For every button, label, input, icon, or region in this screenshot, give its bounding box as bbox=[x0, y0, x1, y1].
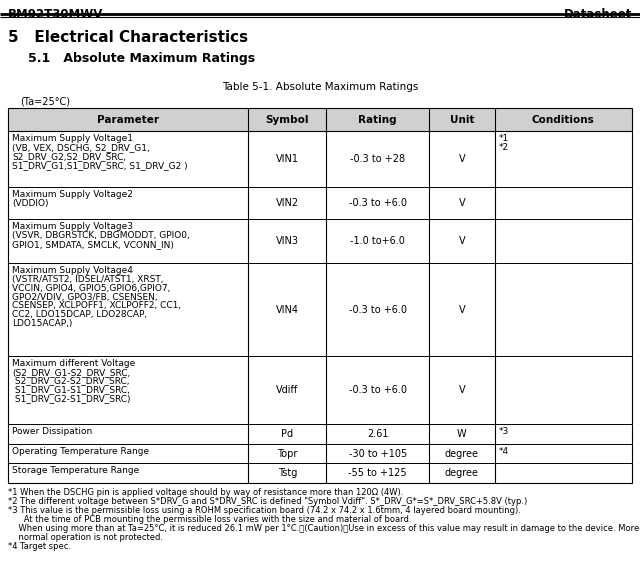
Text: Parameter: Parameter bbox=[97, 114, 159, 125]
Text: CC2, LDO15DCAP, LDO28CAP,: CC2, LDO15DCAP, LDO28CAP, bbox=[12, 310, 147, 319]
Text: (VDDIO): (VDDIO) bbox=[12, 199, 49, 208]
Text: -55 to +125: -55 to +125 bbox=[348, 468, 407, 478]
Text: Storage Temperature Range: Storage Temperature Range bbox=[12, 466, 140, 475]
Text: Topr: Topr bbox=[277, 449, 298, 458]
Bar bbox=[8, 263, 632, 356]
Text: *4 Target spec.: *4 Target spec. bbox=[8, 542, 71, 551]
Text: -1.0 to+6.0: -1.0 to+6.0 bbox=[350, 236, 405, 246]
Text: *4: *4 bbox=[499, 447, 509, 456]
Text: At the time of PCB mounting the permissible loss varies with the size and materi: At the time of PCB mounting the permissi… bbox=[8, 515, 412, 524]
Text: (Ta=25°C): (Ta=25°C) bbox=[20, 96, 70, 106]
Text: VIN1: VIN1 bbox=[276, 154, 299, 164]
Bar bbox=[8, 219, 632, 263]
Text: GPIO1, SMDATA, SMCLK, VCONN_IN): GPIO1, SMDATA, SMCLK, VCONN_IN) bbox=[12, 240, 174, 249]
Text: *1: *1 bbox=[499, 134, 509, 143]
Text: When using more than at Ta=25°C, it is reduced 26.1 mW per 1°C.　(Caution)　Use in: When using more than at Ta=25°C, it is r… bbox=[8, 524, 640, 533]
Text: 5   Electrical Characteristics: 5 Electrical Characteristics bbox=[8, 30, 248, 45]
Text: Symbol: Symbol bbox=[266, 114, 309, 125]
Text: VIN2: VIN2 bbox=[276, 198, 299, 208]
Text: VCCIN, GPIO4, GPIO5,GPIO6,GPIO7,: VCCIN, GPIO4, GPIO5,GPIO6,GPIO7, bbox=[12, 284, 170, 292]
Text: S1_DRV_G1-S1_DRV_SRC,: S1_DRV_G1-S1_DRV_SRC, bbox=[12, 385, 130, 394]
Text: -0.3 to +28: -0.3 to +28 bbox=[350, 154, 405, 164]
Text: Datasheet: Datasheet bbox=[564, 8, 632, 21]
Text: Unit: Unit bbox=[450, 114, 474, 125]
Text: Vdiff: Vdiff bbox=[276, 385, 298, 395]
Text: -0.3 to +6.0: -0.3 to +6.0 bbox=[349, 385, 407, 395]
Text: 2.61: 2.61 bbox=[367, 429, 388, 439]
Text: V: V bbox=[459, 305, 465, 314]
Text: Operating Temperature Range: Operating Temperature Range bbox=[12, 447, 149, 456]
Text: V: V bbox=[459, 154, 465, 164]
Text: Pd: Pd bbox=[281, 429, 293, 439]
Bar bbox=[8, 464, 632, 483]
Text: VIN3: VIN3 bbox=[276, 236, 299, 246]
Text: (VB, VEX, DSCHG, S2_DRV_G1,: (VB, VEX, DSCHG, S2_DRV_G1, bbox=[12, 143, 150, 152]
Text: *2 The different voltage between S*DRV_G and S*DRV_SRC is defined "Symbol Vdiff": *2 The different voltage between S*DRV_G… bbox=[8, 497, 527, 506]
Bar bbox=[8, 131, 632, 187]
Text: V: V bbox=[459, 385, 465, 395]
Text: (VSTR/ATST2, IDSEL/ATST1, XRST,: (VSTR/ATST2, IDSEL/ATST1, XRST, bbox=[12, 275, 163, 284]
Text: normal operation is not protected.: normal operation is not protected. bbox=[8, 533, 163, 542]
Text: Maximum different Voltage: Maximum different Voltage bbox=[12, 359, 135, 368]
Text: S1_DRV_G2-S1_DRV_SRC): S1_DRV_G2-S1_DRV_SRC) bbox=[12, 394, 131, 403]
Text: Maximum Supply Voltage2: Maximum Supply Voltage2 bbox=[12, 190, 133, 199]
Bar bbox=[8, 444, 632, 464]
Bar bbox=[8, 187, 632, 219]
Text: *3 This value is the permissible loss using a ROHM specification board (74.2 x 7: *3 This value is the permissible loss us… bbox=[8, 506, 521, 515]
Text: S2_DRV_G2,S2_DRV_SRC,: S2_DRV_G2,S2_DRV_SRC, bbox=[12, 152, 126, 161]
Bar bbox=[8, 424, 632, 444]
Text: 5.1   Absolute Maximum Ratings: 5.1 Absolute Maximum Ratings bbox=[28, 52, 255, 65]
Text: *3: *3 bbox=[499, 427, 509, 436]
Text: *2: *2 bbox=[499, 143, 509, 152]
Text: *1 When the DSCHG pin is applied voltage should by way of resistance more than 1: *1 When the DSCHG pin is applied voltage… bbox=[8, 488, 403, 497]
Text: degree: degree bbox=[445, 468, 479, 478]
Text: (VSVR, DBGRSTCK, DBGMODDT, GPIO0,: (VSVR, DBGRSTCK, DBGMODDT, GPIO0, bbox=[12, 231, 189, 240]
Text: GPO2/VDIV, GPO3/FB, CSENSEN,: GPO2/VDIV, GPO3/FB, CSENSEN, bbox=[12, 292, 157, 302]
Text: BM92T30MWV: BM92T30MWV bbox=[8, 8, 104, 21]
Text: VIN4: VIN4 bbox=[276, 305, 299, 314]
Bar bbox=[8, 108, 632, 131]
Text: Maximum Supply Voltage1: Maximum Supply Voltage1 bbox=[12, 134, 133, 143]
Text: Tstg: Tstg bbox=[278, 468, 297, 478]
Text: LDO15ACAP,): LDO15ACAP,) bbox=[12, 319, 72, 328]
Text: degree: degree bbox=[445, 449, 479, 458]
Text: Power Dissipation: Power Dissipation bbox=[12, 427, 92, 436]
Text: -0.3 to +6.0: -0.3 to +6.0 bbox=[349, 305, 407, 314]
Text: V: V bbox=[459, 198, 465, 208]
Text: W: W bbox=[457, 429, 467, 439]
Text: CSENSEP, XCLPOFF1, XCLPOFF2, CC1,: CSENSEP, XCLPOFF1, XCLPOFF2, CC1, bbox=[12, 301, 181, 310]
Bar bbox=[8, 356, 632, 424]
Text: Maximum Supply Voltage3: Maximum Supply Voltage3 bbox=[12, 222, 133, 231]
Text: V: V bbox=[459, 236, 465, 246]
Text: S2_DRV_G2-S2_DRV_SRC,: S2_DRV_G2-S2_DRV_SRC, bbox=[12, 376, 129, 386]
Text: Table 5-1. Absolute Maximum Ratings: Table 5-1. Absolute Maximum Ratings bbox=[222, 82, 418, 92]
Text: -30 to +105: -30 to +105 bbox=[349, 449, 407, 458]
Text: S1_DRV_G1,S1_DRV_SRC, S1_DRV_G2 ): S1_DRV_G1,S1_DRV_SRC, S1_DRV_G2 ) bbox=[12, 161, 188, 169]
Text: Maximum Supply Voltage4: Maximum Supply Voltage4 bbox=[12, 266, 133, 275]
Text: -0.3 to +6.0: -0.3 to +6.0 bbox=[349, 198, 407, 208]
Text: (S2_DRV_G1-S2_DRV_SRC,: (S2_DRV_G1-S2_DRV_SRC, bbox=[12, 368, 131, 377]
Text: Conditions: Conditions bbox=[532, 114, 595, 125]
Text: Rating: Rating bbox=[358, 114, 397, 125]
